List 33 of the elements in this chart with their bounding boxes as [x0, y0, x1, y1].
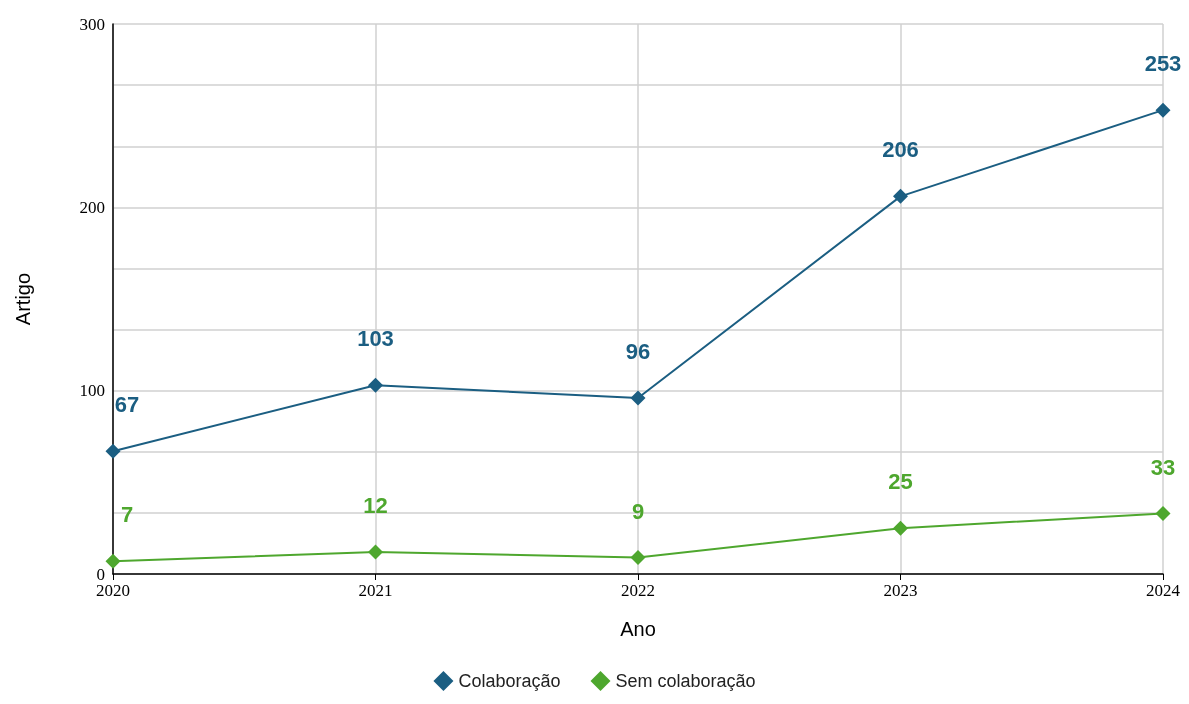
- legend-label: Sem colaboração: [615, 671, 756, 691]
- point: [893, 520, 908, 536]
- data-label: 12: [363, 493, 388, 518]
- point: [630, 390, 646, 406]
- data-label: 25: [888, 469, 913, 495]
- point: [368, 544, 383, 560]
- data-label: 9: [631, 498, 645, 524]
- point: [105, 443, 121, 459]
- y-tick-label: 100: [79, 381, 105, 401]
- point: [368, 377, 383, 393]
- data-label: 7: [120, 502, 134, 528]
- y-tick-label: 300: [79, 14, 105, 34]
- data-label: 96: [625, 339, 651, 364]
- x-tick-label: 2023: [883, 581, 918, 600]
- y-tick-label: 200: [79, 197, 105, 217]
- legend-label: Colaboração: [458, 671, 561, 691]
- point: [105, 553, 121, 569]
- x-axis-title: Ano: [620, 618, 656, 640]
- data-label: 253: [1144, 51, 1182, 77]
- point: [893, 188, 908, 204]
- x-tick-label: 2020: [96, 581, 130, 600]
- x-tick-label: 2024: [1146, 581, 1181, 600]
- x-tick-label: 2021: [358, 581, 393, 600]
- point: [1155, 506, 1171, 521]
- x-tick-label: 2022: [621, 581, 655, 600]
- data-label: 67: [114, 392, 140, 418]
- point: [1155, 102, 1171, 118]
- data-label: 103: [357, 326, 394, 352]
- y-tick-label: 0: [96, 564, 105, 584]
- point: [630, 550, 646, 565]
- data-label: 33: [1150, 454, 1176, 480]
- data-label: 206: [882, 137, 919, 163]
- y-axis-title: Artigo: [12, 272, 34, 326]
